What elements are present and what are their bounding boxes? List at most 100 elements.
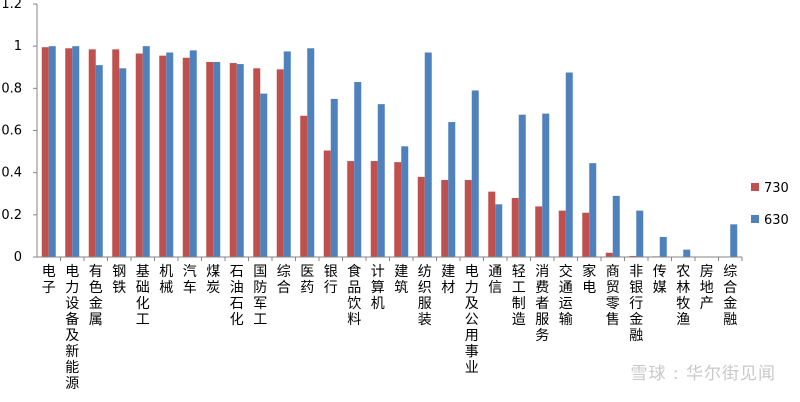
y-tick-label: 0.6 xyxy=(1,124,22,139)
bar-730-6 xyxy=(182,57,190,258)
bar-730-20 xyxy=(511,197,519,257)
y-tick-label: 0.8 xyxy=(1,81,22,96)
x-tick-label: 消费者服务 xyxy=(535,264,549,344)
bar-730-21 xyxy=(535,206,543,257)
x-tick-label: 煤炭 xyxy=(206,264,220,296)
bar-630-11 xyxy=(307,48,315,258)
x-tick-label: 电子 xyxy=(42,264,56,296)
x-tick-label: 国防军工 xyxy=(253,264,267,328)
bar-630-2 xyxy=(95,65,103,258)
bar-730-14 xyxy=(370,161,378,257)
x-tick-label: 银行 xyxy=(324,264,338,296)
bar-630-14 xyxy=(377,104,385,257)
y-tick-label: 0 xyxy=(14,250,22,265)
bar-730-0 xyxy=(41,47,49,258)
bar-630-0 xyxy=(48,46,56,257)
legend-swatch-730 xyxy=(751,183,759,191)
bar-630-20 xyxy=(518,114,526,257)
bars xyxy=(41,46,738,258)
x-tick-label: 交通运输 xyxy=(559,263,573,328)
bar-730-17 xyxy=(441,180,449,257)
y-axis: 0 0.2 0.4 0.6 0.8 1 1.2 xyxy=(1,0,38,265)
bar-730-18 xyxy=(464,180,472,257)
x-tick-label: 传媒 xyxy=(653,264,667,296)
bar-730-13 xyxy=(347,161,355,257)
bar-630-17 xyxy=(448,122,456,257)
bar-630-23 xyxy=(589,163,597,257)
bar-630-22 xyxy=(565,72,573,257)
bar-630-9 xyxy=(260,93,268,258)
x-tick-label: 有色金属 xyxy=(89,264,103,328)
x-tick-label: 计算机 xyxy=(371,264,385,312)
x-tick-label: 非银行金融 xyxy=(629,264,643,344)
bar-630-15 xyxy=(401,146,409,257)
x-axis: 电子电力设备及新能源有色金属钢铁基础化工机械汽车煤炭石油石化国防军工综合医药银行… xyxy=(37,256,743,392)
bar-630-3 xyxy=(119,68,127,257)
legend-swatch-630 xyxy=(751,215,759,223)
bar-730-5 xyxy=(159,55,167,257)
y-tick-label: 0.2 xyxy=(1,208,22,223)
x-tick-label: 房地产 xyxy=(700,264,714,312)
bar-630-5 xyxy=(166,52,174,257)
watermark: 雪球 : 华尔街见闻 xyxy=(630,359,776,384)
x-tick-label: 农林牧渔 xyxy=(676,264,690,328)
bar-630-8 xyxy=(236,64,244,258)
bar-630-18 xyxy=(471,90,479,257)
bar-730-16 xyxy=(417,176,425,257)
y-tick-label: 0.4 xyxy=(1,166,22,181)
bar-630-29 xyxy=(730,224,738,257)
bar-630-7 xyxy=(213,61,221,257)
x-tick-label: 电力设备及新能源 xyxy=(65,264,79,392)
bar-630-19 xyxy=(495,204,503,257)
bar-730-15 xyxy=(394,162,402,257)
x-tick-label: 钢铁 xyxy=(112,264,126,296)
legend-label-630: 630 xyxy=(764,213,789,228)
x-tick-label: 石油石化 xyxy=(230,264,244,328)
bar-630-16 xyxy=(424,52,432,257)
bar-730-9 xyxy=(253,68,261,257)
x-tick-label: 汽车 xyxy=(183,264,197,296)
bar-630-21 xyxy=(542,113,550,257)
bar-730-10 xyxy=(276,69,284,257)
x-tick-label: 商贸零售 xyxy=(606,264,620,328)
x-tick-label: 医药 xyxy=(300,264,314,296)
x-tick-label: 综合金融 xyxy=(723,264,737,328)
bar-730-23 xyxy=(582,212,590,257)
bar-630-26 xyxy=(659,236,667,257)
bar-730-12 xyxy=(323,150,331,257)
x-tick-label: 通信 xyxy=(488,264,502,296)
bar-630-4 xyxy=(142,46,150,257)
bar-730-7 xyxy=(206,61,214,257)
x-tick-label: 食品饮料 xyxy=(347,263,361,328)
legend-label-730: 730 xyxy=(764,181,789,196)
bar-730-2 xyxy=(88,49,96,258)
x-tick-label: 综合 xyxy=(277,264,291,296)
bar-630-25 xyxy=(636,210,644,257)
bar-630-27 xyxy=(683,249,691,257)
bar-730-19 xyxy=(488,191,496,257)
bar-630-24 xyxy=(612,195,620,257)
legend: 730 630 xyxy=(751,181,789,228)
bar-730-8 xyxy=(229,63,237,258)
bar-730-24 xyxy=(605,252,613,257)
bar-730-11 xyxy=(300,115,308,257)
x-tick-label: 纺织服装 xyxy=(418,264,432,328)
bar-630-1 xyxy=(72,46,80,257)
x-tick-label: 基础化工 xyxy=(136,263,150,328)
y-tick-label: 1 xyxy=(14,39,22,54)
x-tick-label: 建材 xyxy=(441,264,455,296)
bar-630-13 xyxy=(354,82,362,257)
y-tick-label: 1.2 xyxy=(1,0,22,12)
x-tick-label: 机械 xyxy=(159,264,173,296)
x-tick-label: 轻工制造 xyxy=(512,264,526,328)
bar-730-3 xyxy=(112,49,120,258)
bar-630-6 xyxy=(189,50,197,258)
bar-730-1 xyxy=(65,48,73,258)
x-tick-label: 电力及公用事业 xyxy=(465,264,479,376)
bar-730-4 xyxy=(135,53,143,257)
bar-730-25 xyxy=(629,255,637,257)
bar-730-22 xyxy=(558,210,566,257)
x-tick-label: 建筑 xyxy=(394,264,408,296)
watermark-text: 雪球 : 华尔街见闻 xyxy=(630,364,776,384)
